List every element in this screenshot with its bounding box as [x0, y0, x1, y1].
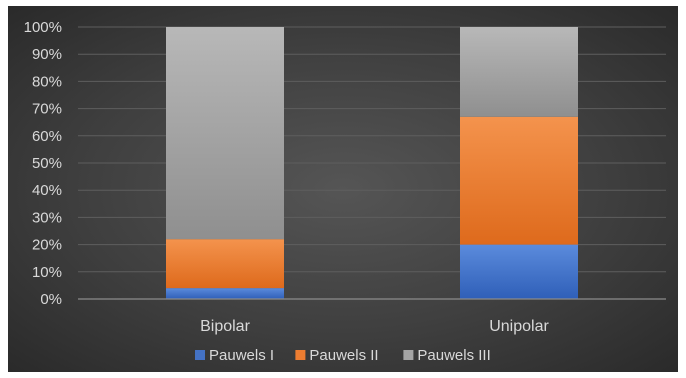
bar-segment-pauwels-i-unipolar [460, 244, 578, 299]
y-tick-label: 80% [32, 73, 62, 90]
legend-label: Pauwels I [209, 347, 274, 364]
y-tick-label: 0% [40, 291, 62, 308]
legend-swatch [195, 350, 205, 360]
bars [166, 27, 578, 299]
x-category-label: Bipolar [200, 318, 250, 335]
y-axis-ticks: 0% 10% 20% 30% 40% 50% 60% 70% 80% 90% 100% [24, 19, 62, 308]
y-tick-label: 30% [32, 209, 62, 226]
y-tick-label: 10% [32, 264, 62, 281]
y-tick-label: 100% [24, 19, 62, 36]
legend-label: Pauwels III [417, 347, 490, 364]
y-tick-label: 20% [32, 237, 62, 254]
bar-segment-pauwels-iii-bipolar [166, 27, 284, 240]
legend-swatch [403, 350, 414, 360]
legend-swatch [295, 350, 306, 360]
y-tick-label: 70% [32, 101, 62, 118]
y-tick-label: 40% [32, 182, 62, 199]
bar-segment-pauwels-i-bipolar [166, 288, 284, 299]
x-category-label: Unipolar [489, 318, 549, 335]
bar-segment-pauwels-ii-bipolar [166, 239, 284, 289]
y-tick-label: 50% [32, 155, 62, 172]
legend-label: Pauwels II [309, 347, 378, 364]
y-tick-label: 90% [32, 46, 62, 63]
x-axis-category-labels: Bipolar Unipolar [200, 318, 549, 335]
legend: Pauwels I Pauwels II Pauwels III [195, 347, 491, 364]
bar-segment-pauwels-ii-unipolar [460, 116, 578, 245]
y-tick-label: 60% [32, 128, 62, 145]
bar-segment-pauwels-iii-unipolar [460, 27, 578, 117]
